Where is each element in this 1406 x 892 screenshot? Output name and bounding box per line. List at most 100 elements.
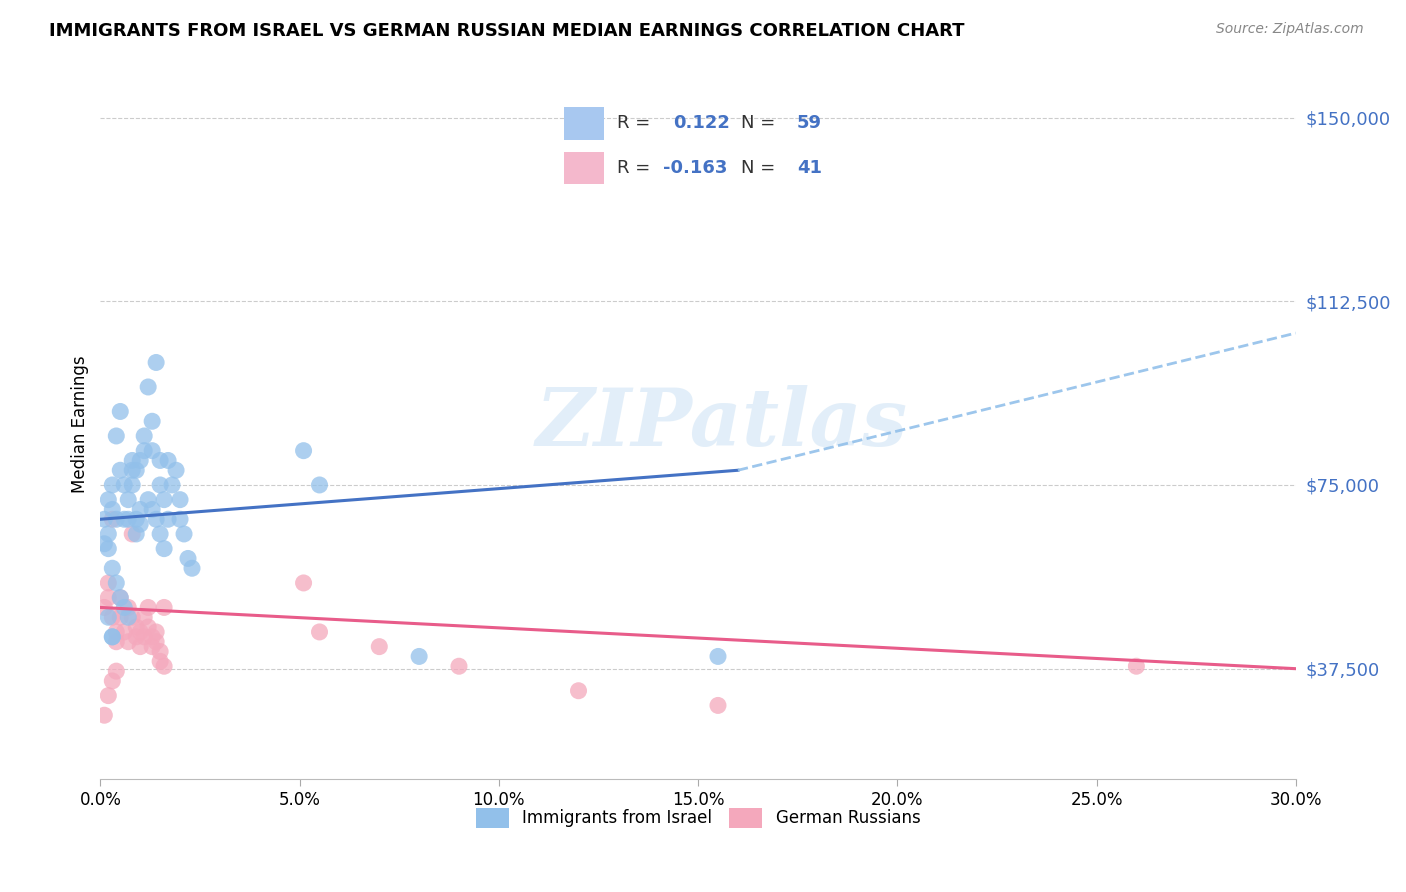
Point: [141, 630, 163, 644]
Point: [134, 443, 156, 458]
Point: [408, 649, 430, 664]
Text: ZIPatlas: ZIPatlas: [536, 385, 908, 462]
Point: [97, 541, 120, 556]
Point: [101, 610, 124, 624]
Point: [105, 429, 128, 443]
Point: [125, 630, 148, 644]
Point: [141, 443, 163, 458]
Point: [117, 634, 139, 648]
Point: [121, 453, 143, 467]
Point: [707, 698, 730, 713]
Point: [292, 443, 315, 458]
Point: [149, 478, 172, 492]
Point: [145, 624, 167, 639]
Point: [145, 512, 167, 526]
Point: [125, 620, 148, 634]
Point: [105, 634, 128, 648]
Point: [177, 551, 200, 566]
Point: [101, 673, 124, 688]
Point: [145, 355, 167, 369]
Point: [136, 600, 159, 615]
Point: [165, 463, 187, 477]
Point: [93, 512, 115, 526]
Point: [149, 527, 172, 541]
Point: [134, 610, 156, 624]
Point: [134, 630, 156, 644]
Point: [149, 654, 172, 668]
Point: [112, 512, 135, 526]
Point: [368, 640, 391, 654]
Point: [101, 630, 124, 644]
Point: [149, 644, 172, 658]
Point: [567, 683, 589, 698]
Point: [117, 492, 139, 507]
Point: [117, 512, 139, 526]
Point: [110, 591, 132, 605]
Point: [157, 512, 180, 526]
Point: [129, 624, 152, 639]
Point: [110, 591, 132, 605]
Point: [101, 502, 124, 516]
Point: [308, 624, 330, 639]
Point: [105, 624, 128, 639]
Point: [97, 689, 120, 703]
Point: [93, 600, 115, 615]
Point: [136, 620, 159, 634]
Point: [181, 561, 204, 575]
Point: [129, 502, 152, 516]
Point: [93, 537, 115, 551]
Point: [121, 463, 143, 477]
Point: [707, 649, 730, 664]
Y-axis label: Median Earnings: Median Earnings: [72, 355, 89, 492]
Point: [129, 453, 152, 467]
Point: [308, 478, 330, 492]
Point: [117, 610, 139, 624]
Point: [447, 659, 470, 673]
Point: [117, 600, 139, 615]
Point: [169, 492, 191, 507]
Point: [121, 527, 143, 541]
Point: [110, 463, 132, 477]
Point: [292, 576, 315, 591]
Point: [153, 600, 176, 615]
Point: [101, 561, 124, 575]
Point: [145, 634, 167, 648]
Point: [169, 512, 191, 526]
Point: [112, 624, 135, 639]
Point: [93, 708, 115, 723]
Point: [1125, 659, 1147, 673]
Legend: Immigrants from Israel, German Russians: Immigrants from Israel, German Russians: [470, 801, 927, 835]
Point: [105, 512, 128, 526]
Text: Source: ZipAtlas.com: Source: ZipAtlas.com: [1216, 22, 1364, 37]
Point: [97, 527, 120, 541]
Point: [101, 630, 124, 644]
Point: [110, 404, 132, 418]
Point: [101, 512, 124, 526]
Point: [149, 453, 172, 467]
Point: [112, 600, 135, 615]
Point: [97, 610, 120, 624]
Point: [125, 527, 148, 541]
Point: [157, 453, 180, 467]
Point: [160, 478, 183, 492]
Point: [129, 640, 152, 654]
Point: [136, 380, 159, 394]
Point: [153, 492, 176, 507]
Point: [121, 610, 143, 624]
Point: [125, 512, 148, 526]
Point: [101, 478, 124, 492]
Point: [129, 517, 152, 532]
Point: [110, 610, 132, 624]
Point: [153, 541, 176, 556]
Point: [97, 492, 120, 507]
Point: [125, 463, 148, 477]
Text: IMMIGRANTS FROM ISRAEL VS GERMAN RUSSIAN MEDIAN EARNINGS CORRELATION CHART: IMMIGRANTS FROM ISRAEL VS GERMAN RUSSIAN…: [49, 22, 965, 40]
Point: [112, 478, 135, 492]
Point: [173, 527, 195, 541]
Point: [141, 640, 163, 654]
Point: [153, 659, 176, 673]
Point: [105, 664, 128, 678]
Point: [105, 576, 128, 591]
Point: [97, 591, 120, 605]
Point: [136, 492, 159, 507]
